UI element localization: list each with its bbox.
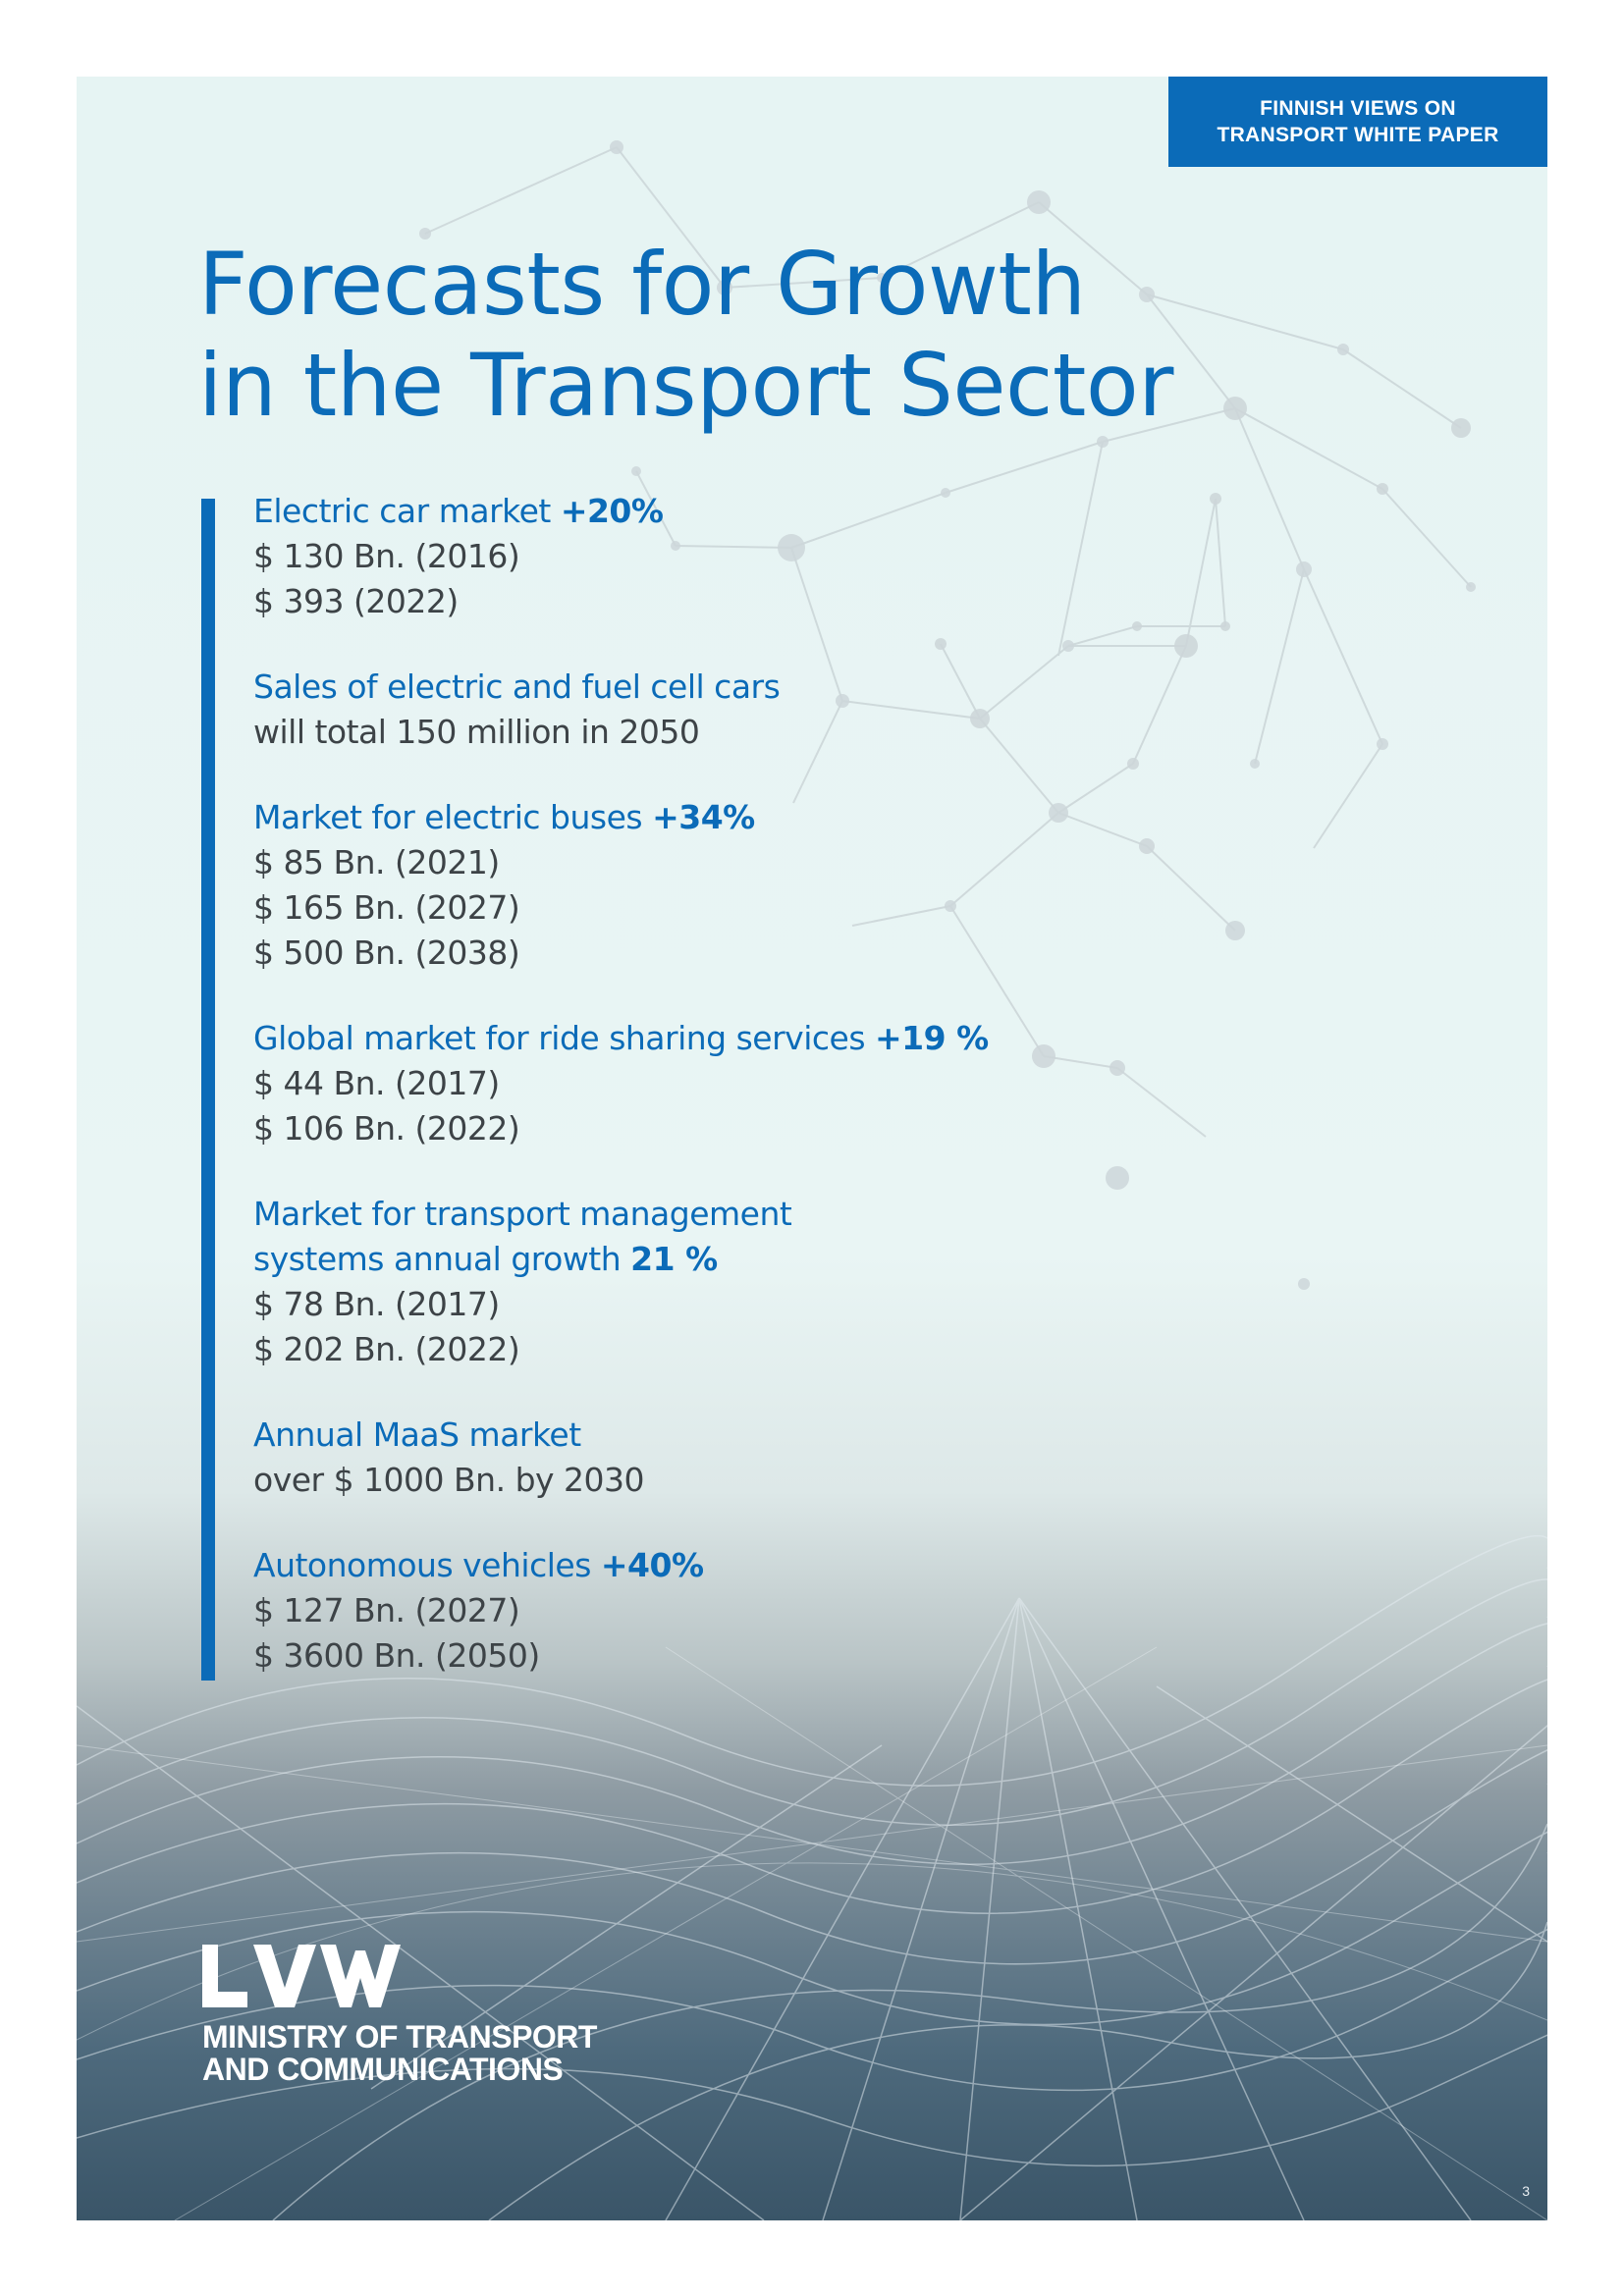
badge-line-2: TRANSPORT WHITE PAPER [1217,124,1499,146]
ministry-logo: MINISTRY OF TRANSPORT AND COMMUNICATIONS [202,1945,597,2086]
forecast-value: $ 106 Bn. (2022) [253,1109,520,1148]
forecast-value: $ 393 (2022) [253,582,459,620]
forecast-value: $ 44 Bn. (2017) [253,1064,500,1102]
accent-bar [201,499,215,1681]
forecast-growth: +19 % [875,1019,989,1057]
forecast-item: Electric car market +20% $ 130 Bn. (2016… [253,489,1137,624]
forecast-value: over $ 1000 Bn. by 2030 [253,1461,645,1499]
page-title: Forecasts for Growth in the Transport Se… [198,234,1173,436]
forecast-growth: +20% [560,492,664,530]
forecast-heading-text: Autonomous vehicles [253,1546,591,1584]
forecast-item: Sales of electric and fuel cell cars wil… [253,665,1137,755]
forecast-heading-text: Market for electric buses [253,798,643,836]
forecast-value: $ 3600 Bn. (2050) [253,1636,540,1675]
forecast-heading: Annual MaaS market [253,1413,1137,1458]
forecast-item: Global market for ride sharing services … [253,1016,1137,1151]
forecast-item: Autonomous vehicles +40% $ 127 Bn. (2027… [253,1543,1137,1679]
forecast-value: will total 150 million in 2050 [253,713,700,751]
forecast-value: $ 78 Bn. (2017) [253,1285,500,1323]
forecast-heading: Market for electric buses +34% [253,795,1137,840]
forecast-growth: 21 % [630,1240,718,1278]
forecast-growth: +40% [600,1546,704,1584]
logo-text: MINISTRY OF TRANSPORT AND COMMUNICATIONS [202,2021,597,2086]
forecast-item: Market for transport management systems … [253,1192,1137,1372]
forecast-value: $ 165 Bn. (2027) [253,888,520,927]
forecast-heading: Sales of electric and fuel cell cars [253,665,1137,710]
badge-line-1: FINNISH VIEWS ON [1260,97,1456,120]
forecast-heading-text: Annual MaaS market [253,1415,581,1454]
forecast-value: $ 130 Bn. (2016) [253,537,520,575]
forecast-heading-text: Global market for ride sharing services [253,1019,866,1057]
forecast-heading-line: Market for transport management [253,1195,792,1233]
title-line-2: in the Transport Sector [198,335,1173,436]
forecast-heading: Electric car market +20% [253,489,1137,534]
forecast-heading-text: systems annual growth [253,1240,622,1278]
logo-line-2: AND COMMUNICATIONS [202,2052,564,2087]
forecast-item: Annual MaaS market over $ 1000 Bn. by 20… [253,1413,1137,1503]
forecast-heading-text: Electric car market [253,492,551,530]
forecast-value: $ 202 Bn. (2022) [253,1330,520,1368]
lvm-logo-mark [202,1945,401,2007]
publication-badge: FINNISH VIEWS ON TRANSPORT WHITE PAPER [1168,77,1547,167]
forecast-item: Market for electric buses +34% $ 85 Bn. … [253,795,1137,976]
forecast-heading: Global market for ride sharing services … [253,1016,1137,1061]
forecast-value: $ 85 Bn. (2021) [253,843,500,881]
title-line-1: Forecasts for Growth [198,234,1086,335]
network-background-graphic [77,140,1547,2220]
forecast-heading-text: Sales of electric and fuel cell cars [253,667,781,706]
forecast-heading: systems annual growth 21 % [253,1237,1137,1282]
logo-line-1: MINISTRY OF TRANSPORT [202,2019,597,2055]
forecast-value: $ 500 Bn. (2038) [253,934,520,972]
page-number: 3 [1522,2183,1530,2199]
page-panel: FINNISH VIEWS ON TRANSPORT WHITE PAPER F… [77,77,1547,2220]
forecast-value: $ 127 Bn. (2027) [253,1591,520,1629]
forecast-heading: Autonomous vehicles +40% [253,1543,1137,1588]
forecast-list: Electric car market +20% $ 130 Bn. (2016… [253,489,1137,1719]
forecast-growth: +34% [652,798,755,836]
